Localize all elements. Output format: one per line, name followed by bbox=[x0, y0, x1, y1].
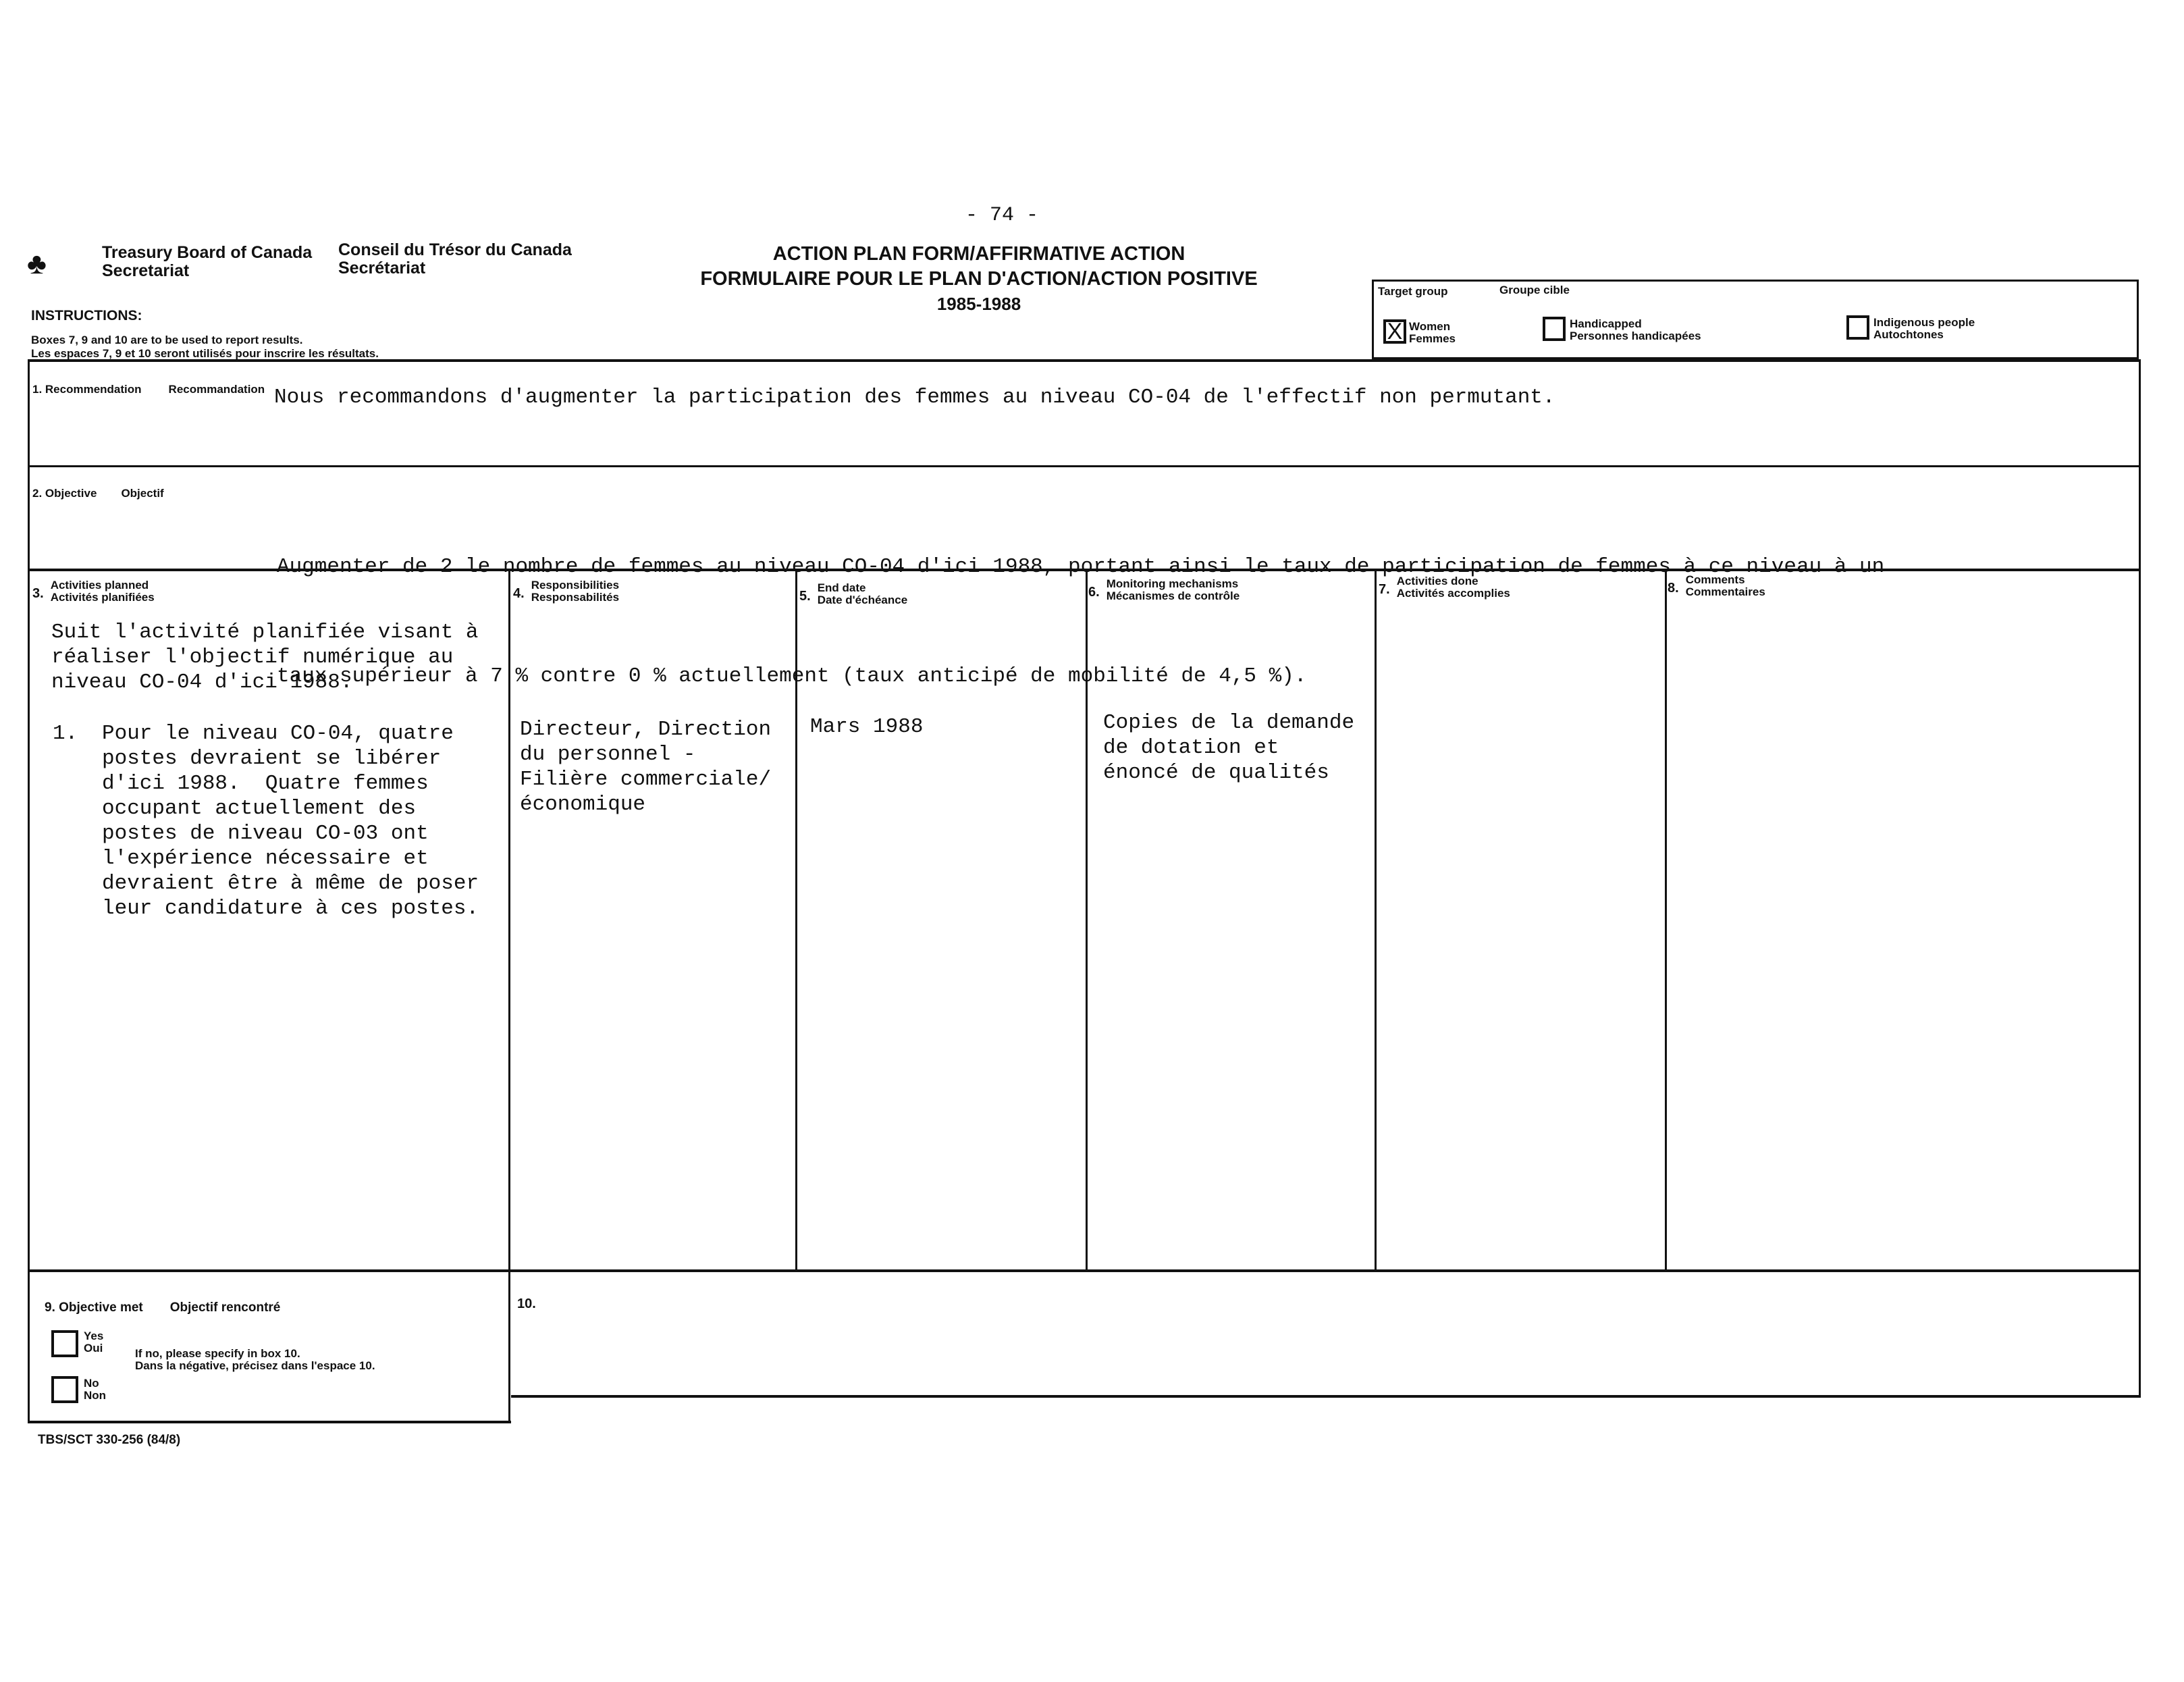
col-header-5: 5. End date Date d'échéance bbox=[799, 581, 908, 606]
rule bbox=[508, 571, 510, 1423]
page-number: - 74 - bbox=[965, 204, 1039, 227]
rule bbox=[1375, 571, 1377, 1271]
responsibilities-text: Directeur, Direction du personnel - Fili… bbox=[520, 718, 772, 816]
rule bbox=[28, 1421, 511, 1423]
box10-label: 10. bbox=[517, 1296, 536, 1311]
women-checkbox[interactable]: X bbox=[1383, 319, 1406, 344]
rule bbox=[1665, 571, 1667, 1271]
objective-note: If no, please specify in box 10. Dans la … bbox=[135, 1347, 375, 1372]
instructions: INSTRUCTIONS: Boxes 7, 9 and 10 are to b… bbox=[31, 308, 379, 360]
canada-logo-icon: ♣ bbox=[27, 247, 47, 280]
objective-met-label: 9. Objective met Objectif rencontré bbox=[45, 1300, 281, 1315]
rule bbox=[28, 465, 2141, 467]
form-code: TBS/SCT 330-256 (84/8) bbox=[38, 1433, 181, 1447]
target-group-box: Target group Groupe cible X Women Femmes … bbox=[1372, 280, 2139, 359]
box10-field[interactable] bbox=[513, 1317, 2133, 1391]
rule bbox=[2139, 359, 2141, 1396]
rule bbox=[511, 1395, 2141, 1398]
no-checkbox[interactable] bbox=[51, 1376, 78, 1403]
rule bbox=[28, 359, 30, 1423]
rule bbox=[28, 359, 2141, 362]
agency-en: Treasury Board of Canada Secretariat bbox=[102, 243, 313, 280]
end-date-text: Mars 1988 bbox=[810, 715, 924, 739]
agency-fr: Conseil du Trésor du Canada Secrétariat bbox=[338, 240, 572, 278]
col-header-6: 6. Monitoring mechanisms Mécanismes de con… bbox=[1088, 577, 1240, 602]
form-title: ACTION PLAN FORM/AFFIRMATIVE ACTION FORM… bbox=[700, 243, 1258, 314]
objective-label: 2. Objective Objectif bbox=[32, 487, 164, 500]
activity-item-number: 1. bbox=[53, 722, 78, 745]
handicapped-checkbox[interactable] bbox=[1543, 317, 1566, 341]
activity-item-text: Pour le niveau CO-04, quatre postes devr… bbox=[102, 722, 479, 920]
rule bbox=[28, 1269, 2141, 1272]
rule bbox=[795, 571, 797, 1271]
indigenous-checkbox[interactable] bbox=[1846, 315, 1869, 340]
yes-checkbox[interactable] bbox=[51, 1330, 78, 1357]
rule bbox=[1086, 571, 1088, 1271]
rule bbox=[28, 569, 2141, 571]
objective-text: Augmenter de 2 le nombre de femmes au ni… bbox=[277, 555, 1885, 688]
col-header-4: 4. Responsibilities Responsabilités bbox=[513, 579, 620, 604]
recommendation-label: 1. Recommendation Recommandation bbox=[32, 383, 265, 396]
monitoring-text: Copies de la demande de dotation et énon… bbox=[1103, 711, 1355, 785]
col-header-3: 3. Activities planned Activités planifiées bbox=[32, 579, 155, 604]
recommendation-text: Nous recommandons d'augmenter la partici… bbox=[274, 386, 1555, 409]
activities-planned-intro: Suit l'activité planifiée visant à réali… bbox=[51, 621, 479, 694]
col-header-8: 8. Comments Commentaires bbox=[1668, 573, 1765, 598]
col-header-7: 7. Activities done Activités accomplies bbox=[1379, 575, 1510, 600]
